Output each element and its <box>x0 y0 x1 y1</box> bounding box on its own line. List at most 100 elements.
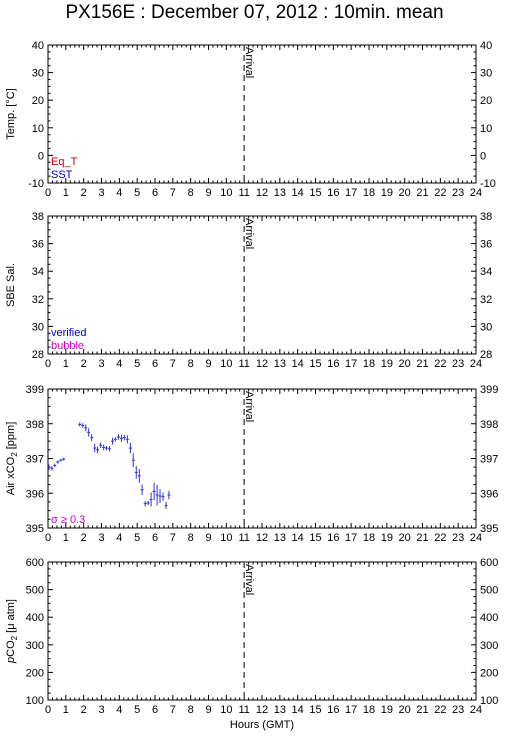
x-axis-label: Hours (GMT) <box>230 719 294 731</box>
legend-entry: bubble <box>51 340 84 352</box>
x-tick-label: 18 <box>363 704 375 716</box>
y-tick-label-right: 200 <box>480 667 498 679</box>
y-axis-label-unit: [ppm] <box>5 422 17 453</box>
y-axis-label: Temp. [°C] <box>5 88 17 139</box>
y-tick-label-left: 600 <box>26 557 44 569</box>
x-tick-label: 12 <box>256 358 268 370</box>
x-tick-label: 24 <box>470 358 482 370</box>
y-tick-label-left: 32 <box>32 294 44 306</box>
x-tick-label: 21 <box>416 704 428 716</box>
x-tick-label: 17 <box>345 704 357 716</box>
x-tick-label: 10 <box>220 358 232 370</box>
x-tick-label: 20 <box>399 704 411 716</box>
x-tick-label: 6 <box>152 704 158 716</box>
y-tick-label-left: 38 <box>32 211 44 223</box>
arrival-label: Arrival <box>243 391 255 422</box>
y-tick-label-left: 200 <box>26 667 44 679</box>
legend-entry: verified <box>51 327 86 339</box>
x-tick-label: 3 <box>98 187 104 199</box>
x-tick-label: 8 <box>188 358 194 370</box>
x-tick-label: 13 <box>274 704 286 716</box>
y-tick-label-right: -10 <box>480 178 496 190</box>
salinity-panel: 0 1 2 3 4 5 6 7 8 9 10 11 12 13 14 15 16 17 18 19 20 21 22 23 24… <box>5 211 492 370</box>
x-tick-label: 19 <box>381 358 393 370</box>
x-tick-label: 13 <box>274 358 286 370</box>
y-tick-label-left: 396 <box>26 488 44 500</box>
x-tick-label: 11 <box>238 358 249 370</box>
y-tick-label-left: 28 <box>32 349 44 361</box>
x-tick-label: 21 <box>416 187 428 199</box>
x-tick-label: 21 <box>416 358 428 370</box>
plot-frame <box>47 561 477 701</box>
x-tick-label: 22 <box>434 187 446 199</box>
y-tick-label-right: 40 <box>480 40 492 52</box>
y-tick-label-right: 30 <box>480 68 492 80</box>
y-tick-label-right: 38 <box>480 211 492 223</box>
y-tick-label-left: 30 <box>32 68 44 80</box>
x-tick-label: 15 <box>309 704 321 716</box>
x-tick-label: 13 <box>274 532 286 544</box>
y-tick-label-left: 34 <box>32 266 44 278</box>
y-tick-label-right: 28 <box>480 349 492 361</box>
x-tick-label: 10 <box>220 187 232 199</box>
y-tick-label-right: 20 <box>480 95 492 107</box>
x-tick-label: 24 <box>470 532 482 544</box>
x-tick-label: 16 <box>327 358 339 370</box>
y-tick-label-right: 398 <box>480 419 498 431</box>
x-tick-label: 1 <box>63 187 69 199</box>
y-tick-label-right: 300 <box>480 640 498 652</box>
x-tick-label: 17 <box>345 358 357 370</box>
x-tick-label: 3 <box>98 704 104 716</box>
y-tick-label-right: 34 <box>480 266 492 278</box>
y-tick-label-left: 398 <box>26 419 44 431</box>
y-axis-label-main: CO <box>5 640 17 657</box>
y-axis-label-main: Temp. [°C] <box>5 88 17 139</box>
x-tick-label: 22 <box>434 704 446 716</box>
x-tick-label: 7 <box>170 187 176 199</box>
x-tick-label: 9 <box>205 704 211 716</box>
air-xco2-panel: 0 1 2 3 4 5 6 7 8 9 10 11 12 13 14 15 16 17 18 19 20 21 22 23 24… <box>5 384 498 544</box>
y-axis-label: pCO2 [μ atm] <box>5 599 19 664</box>
x-tick-label: 21 <box>416 532 428 544</box>
x-tick-label: 16 <box>327 704 339 716</box>
x-tick-label: 16 <box>327 187 339 199</box>
y-tick-label-right: 100 <box>480 695 498 707</box>
x-tick-label: 19 <box>381 187 393 199</box>
x-tick-label: 5 <box>134 187 140 199</box>
legend-entry: σ ≥ 0.3 <box>51 514 85 526</box>
x-tick-label: 5 <box>134 358 140 370</box>
x-tick-label: 8 <box>188 704 194 716</box>
temperature-panel: 0 1 2 3 4 5 6 7 8 9 10 11 12 13 14 15 16 17 18 19 20 21 22 23 24… <box>5 40 496 199</box>
y-tick-label-left: 40 <box>32 40 44 52</box>
x-tick-label: 10 <box>220 704 232 716</box>
x-tick-label: 15 <box>309 358 321 370</box>
x-tick-label: 19 <box>381 704 393 716</box>
x-tick-label: 3 <box>98 358 104 370</box>
x-tick-label: 4 <box>116 532 122 544</box>
legend-entry: SST <box>51 169 73 181</box>
chart-title: PX156E : December 07, 2012 : 10min. mean <box>65 2 444 23</box>
x-tick-label: 6 <box>152 187 158 199</box>
x-tick-label: 19 <box>381 532 393 544</box>
y-tick-label-right: 36 <box>480 239 492 251</box>
x-tick-label: 2 <box>81 358 87 370</box>
x-tick-label: 20 <box>399 358 411 370</box>
y-tick-label-left: 400 <box>26 612 44 624</box>
x-tick-label: 8 <box>188 532 194 544</box>
x-tick-label: 1 <box>63 358 69 370</box>
x-tick-label: 18 <box>363 358 375 370</box>
x-tick-label: 22 <box>434 358 446 370</box>
y-tick-label-left: 500 <box>26 585 44 597</box>
x-tick-label: 23 <box>452 704 464 716</box>
x-tick-label: 12 <box>256 187 268 199</box>
x-tick-label: 11 <box>238 187 249 199</box>
x-tick-label: 13 <box>274 187 286 199</box>
x-tick-label: 22 <box>434 532 446 544</box>
y-tick-label-left: 397 <box>26 454 44 466</box>
y-tick-label-left: 36 <box>32 239 44 251</box>
x-tick-label: 5 <box>134 704 140 716</box>
x-tick-label: 14 <box>292 187 304 199</box>
x-tick-label: 4 <box>116 704 122 716</box>
y-tick-label-right: 30 <box>480 321 492 333</box>
y-axis-label-subscript: 2 <box>10 452 19 457</box>
